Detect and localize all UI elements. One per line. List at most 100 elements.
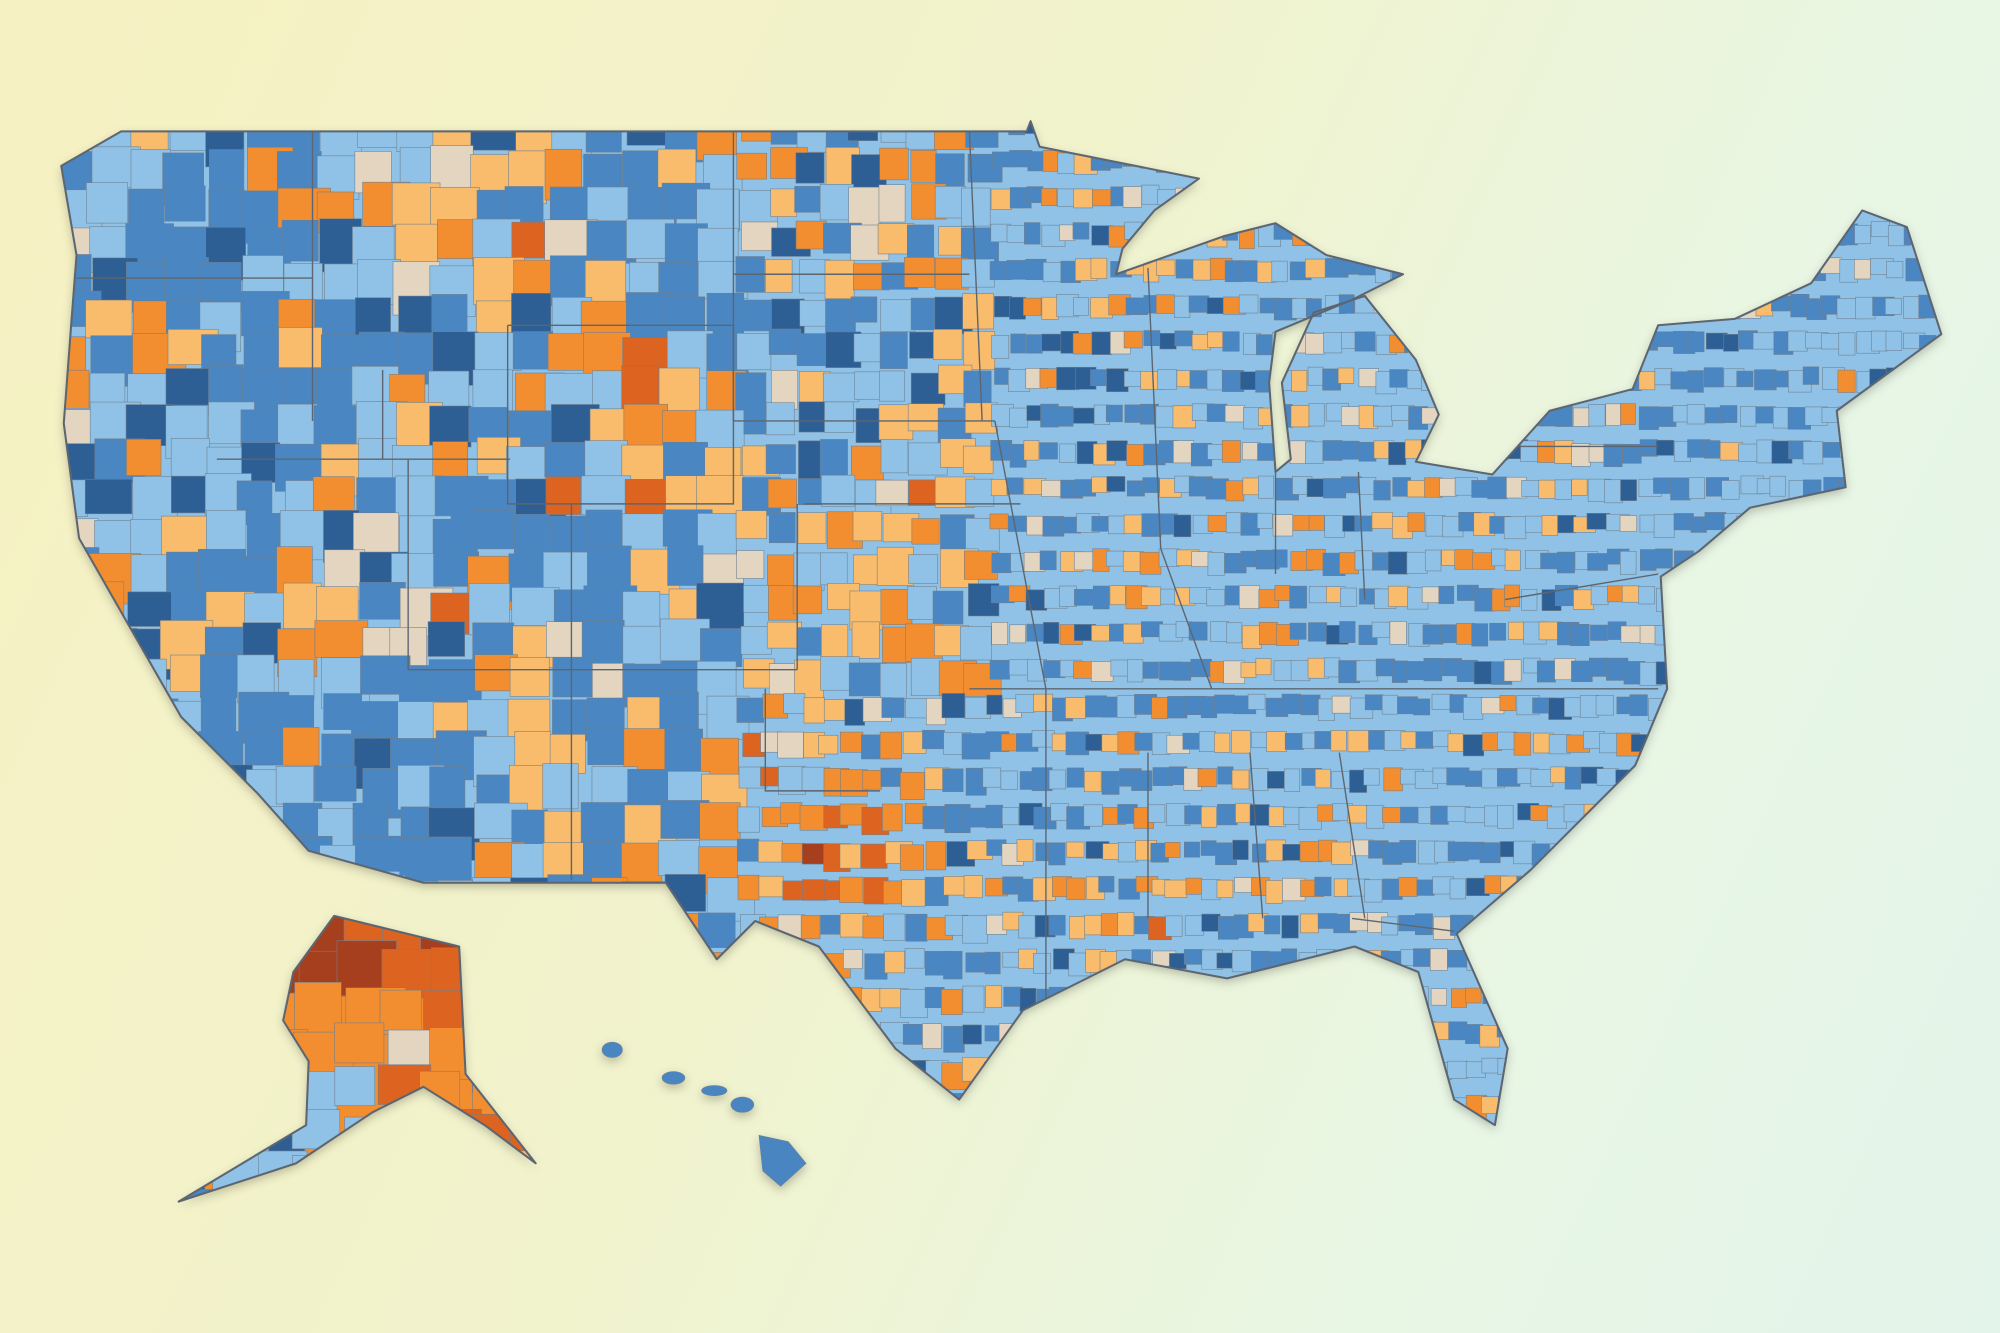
county-cell[interactable] [1695,768,1715,793]
county-cell[interactable] [1737,660,1754,677]
county-cell[interactable] [1862,805,1879,828]
county-cell[interactable] [1200,806,1217,828]
county-cell[interactable] [1197,768,1217,788]
county-cell[interactable] [1371,621,1390,638]
county-cell[interactable] [47,1128,90,1176]
county-cell[interactable] [1755,184,1774,202]
county-cell[interactable] [511,1025,552,1073]
county-cell[interactable] [1214,694,1235,714]
county-cell[interactable] [803,1132,825,1152]
county-cell[interactable] [161,846,216,885]
county-cell[interactable] [801,1020,827,1045]
county-cell[interactable] [1739,624,1757,648]
county-cell[interactable] [961,1132,984,1156]
county-cell[interactable] [1945,840,1966,856]
county-cell[interactable] [1844,876,1863,900]
county-cell[interactable] [1168,987,1187,1004]
county-cell[interactable] [1314,876,1332,897]
county-cell[interactable] [1885,330,1903,351]
county-cell[interactable] [1629,1133,1645,1156]
county-cell[interactable] [1188,295,1210,313]
county-cell[interactable] [1636,114,1653,136]
county-cell[interactable] [1936,222,1959,241]
county-cell[interactable] [1719,114,1744,133]
county-cell[interactable] [1614,912,1634,934]
county-cell[interactable] [1139,551,1162,575]
county-cell[interactable] [163,799,202,852]
county-cell[interactable] [1001,807,1020,826]
county-cell[interactable] [1865,840,1885,859]
county-cell[interactable] [132,1128,180,1169]
county-cell[interactable] [1546,806,1567,829]
county-cell[interactable] [798,478,825,506]
county-cell[interactable] [736,697,764,723]
county-cell[interactable] [549,186,591,226]
county-cell[interactable] [1000,733,1017,752]
county-cell[interactable] [1172,221,1196,238]
county-cell[interactable] [1566,1061,1586,1085]
county-cell[interactable] [130,658,167,713]
county-cell[interactable] [1271,549,1288,568]
county-cell[interactable] [767,478,797,509]
county-cell[interactable] [466,911,510,951]
county-cell[interactable] [1939,442,1957,459]
county-cell[interactable] [1381,916,1398,936]
county-cell[interactable] [203,946,255,1001]
county-cell[interactable] [794,186,821,213]
county-cell[interactable] [1407,186,1425,211]
county-cell[interactable] [1717,1133,1739,1148]
county-cell[interactable] [1051,733,1068,752]
county-cell[interactable] [1065,697,1087,719]
county-cell[interactable] [1679,989,1704,1006]
county-cell[interactable] [1649,1061,1673,1082]
county-cell[interactable] [1927,843,1944,863]
county-cell[interactable] [1716,916,1735,936]
county-cell[interactable] [1839,587,1856,605]
county-cell[interactable] [1872,403,1890,421]
county-cell[interactable] [1931,989,1948,1010]
county-cell[interactable] [52,547,100,585]
county-cell[interactable] [1853,442,1872,462]
county-cell[interactable] [1915,1058,1934,1080]
county-cell[interactable] [168,992,219,1048]
county-cell[interactable] [1292,515,1312,531]
county-cell[interactable] [1421,331,1444,351]
county-cell[interactable] [1688,477,1706,500]
county-cell[interactable] [1249,1093,1265,1115]
county-cell[interactable] [468,1194,527,1242]
county-cell[interactable] [840,1133,864,1159]
county-cell[interactable] [1508,621,1525,640]
county-cell[interactable] [48,801,101,852]
county-cell[interactable] [1638,586,1655,605]
county-cell[interactable] [1886,367,1903,391]
county-cell[interactable] [1380,985,1403,1007]
county-cell[interactable] [1249,1058,1266,1079]
county-cell[interactable] [169,1115,230,1163]
county-cell[interactable] [1831,1021,1851,1044]
county-cell[interactable] [664,955,717,999]
county-cell[interactable] [428,1148,487,1199]
county-cell[interactable] [765,259,793,293]
county-cell[interactable] [1855,296,1876,320]
county-cell[interactable] [1870,624,1892,646]
county-cell[interactable] [945,1131,967,1158]
county-cell[interactable] [1732,806,1754,825]
county-cell[interactable] [1363,1021,1384,1040]
county-cell[interactable] [736,152,767,180]
county-cell[interactable] [1308,403,1325,427]
county-cell[interactable] [1711,840,1734,861]
county-cell[interactable] [1297,1059,1318,1078]
county-cell[interactable] [802,879,828,901]
county-cell[interactable] [1206,188,1230,208]
county-cell[interactable] [1613,1096,1631,1119]
county-cell[interactable] [51,696,99,748]
county-cell[interactable] [1919,222,1936,246]
county-cell[interactable] [1498,1134,1513,1156]
county-cell[interactable] [1188,621,1208,641]
county-cell[interactable] [1761,769,1780,787]
county-cell[interactable] [1033,952,1051,974]
county-cell[interactable] [1359,185,1378,209]
county-cell[interactable] [84,1094,138,1139]
county-cell[interactable] [1620,260,1643,279]
county-cell[interactable] [1881,698,1899,717]
